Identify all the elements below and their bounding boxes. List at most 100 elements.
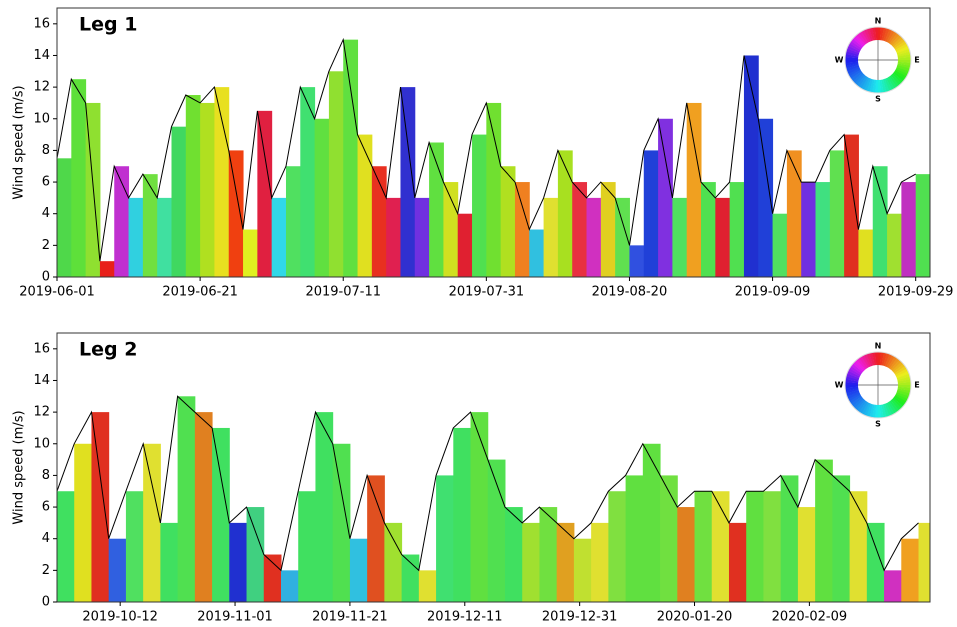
speed-bar <box>529 229 545 277</box>
compass-wedge <box>892 36 904 48</box>
compass-wedge <box>854 399 866 411</box>
compass-wedge <box>896 373 910 380</box>
compass-wedge <box>866 28 873 42</box>
x-tick-label: 2019-06-01 <box>19 285 95 300</box>
compass-wedge <box>897 385 911 389</box>
x-tick-label: 2019-11-01 <box>197 610 273 625</box>
compass-wedge <box>849 40 862 50</box>
compass-wedge <box>845 388 859 394</box>
speed-bar <box>246 507 265 602</box>
y-tick-label: 2 <box>42 238 50 253</box>
compass-wedge <box>884 78 892 92</box>
speed-bar <box>500 166 516 277</box>
compass-wedge <box>871 79 877 93</box>
speed-bar <box>200 102 215 277</box>
speed-bar <box>418 570 437 602</box>
y-tick-label: 14 <box>33 48 50 63</box>
compass-wedge <box>861 402 870 415</box>
y-tick-label: 4 <box>42 531 50 546</box>
compass-wedge <box>886 77 895 91</box>
x-tick-label: 2019-12-31 <box>542 610 618 625</box>
compass-wedge <box>875 26 879 41</box>
x-tick-label: 2019-07-31 <box>449 285 525 300</box>
compass-wedge <box>889 400 900 413</box>
compass-wedge <box>846 390 860 397</box>
speed-bar <box>386 197 401 277</box>
compass-wedge <box>854 34 866 46</box>
compass-wedge <box>897 57 912 61</box>
compass-wedge <box>897 386 911 392</box>
speed-bar <box>539 507 558 602</box>
compass-wedge <box>863 78 872 92</box>
compass-wedge <box>846 370 860 379</box>
y-tick-label: 4 <box>42 206 50 221</box>
compass-wedge <box>893 396 906 407</box>
speed-bar <box>608 491 627 602</box>
compass-wedge <box>897 54 911 59</box>
speed-bar <box>212 427 230 602</box>
compass-wedge <box>849 365 862 375</box>
compass-wedge <box>845 51 859 57</box>
compass-outline <box>844 26 912 94</box>
compass-wedge <box>874 79 878 93</box>
compass-wedge <box>872 27 877 41</box>
x-tick-label: 2020-02-09 <box>772 610 848 625</box>
compass-wedge <box>879 404 884 418</box>
x-tick-label: 2019-08-20 <box>592 285 668 300</box>
speed-bar <box>728 522 747 602</box>
speed-bar <box>600 182 616 277</box>
compass-letter: N <box>875 342 882 351</box>
compass-wedge <box>863 403 872 417</box>
plot-frame <box>56 332 931 603</box>
compass-letter: S <box>875 95 881 104</box>
compass-wedge <box>856 75 867 88</box>
compass-wedge <box>896 390 910 397</box>
compass-wedge <box>846 65 860 72</box>
speed-bar <box>758 118 774 277</box>
compass-wedge <box>897 61 911 67</box>
speed-bar <box>844 134 859 277</box>
speed-bar <box>177 396 196 602</box>
compass-wedge <box>845 56 859 60</box>
y-tick-label: 8 <box>42 468 50 483</box>
y-tick-label: 12 <box>33 80 50 95</box>
x-tick-label: 2019-06-21 <box>162 285 238 300</box>
compass-wedge <box>852 361 864 373</box>
speed-bar <box>142 174 158 277</box>
compass-wedge <box>875 351 879 366</box>
x-tick-label: 2020-01-20 <box>657 610 733 625</box>
speed-bar <box>615 197 630 277</box>
speed-bar <box>572 182 588 277</box>
speed-bar <box>470 412 489 602</box>
compass-wedge <box>850 71 863 82</box>
compass-wedge <box>888 356 898 369</box>
speed-bar <box>901 182 917 277</box>
speed-line <box>56 395 919 572</box>
speed-bar <box>71 79 87 278</box>
speed-bar <box>74 443 92 602</box>
y-tick-label: 0 <box>42 270 50 285</box>
speed-bar <box>504 507 523 602</box>
compass-wedge <box>864 28 872 42</box>
compass-wedge <box>884 28 893 42</box>
compass-wedge <box>894 366 907 376</box>
compass-wedge <box>893 38 906 49</box>
compass-wedge <box>897 51 911 57</box>
compass-wedge <box>894 41 907 51</box>
compass-wedge <box>892 397 904 409</box>
compass-wedge <box>897 388 911 394</box>
plot-frame <box>56 7 931 278</box>
compass-wedge <box>894 395 907 405</box>
x-tick-label: 2019-11-21 <box>312 610 388 625</box>
compass-wedge <box>858 401 868 414</box>
compass-wedge <box>890 34 902 46</box>
speed-bar <box>884 570 902 602</box>
y-tick-label: 10 <box>33 111 50 126</box>
speed-bar <box>108 538 127 602</box>
compass-letter: N <box>875 17 882 26</box>
plot: 0 2 4 6 8 10 12 14 16 2019-10-12 2019-11-01 2019-11… <box>12 332 931 625</box>
compass-wedge <box>886 402 895 416</box>
x-tick-label: 2019-10-12 <box>82 610 158 625</box>
compass-wedge <box>845 61 859 66</box>
